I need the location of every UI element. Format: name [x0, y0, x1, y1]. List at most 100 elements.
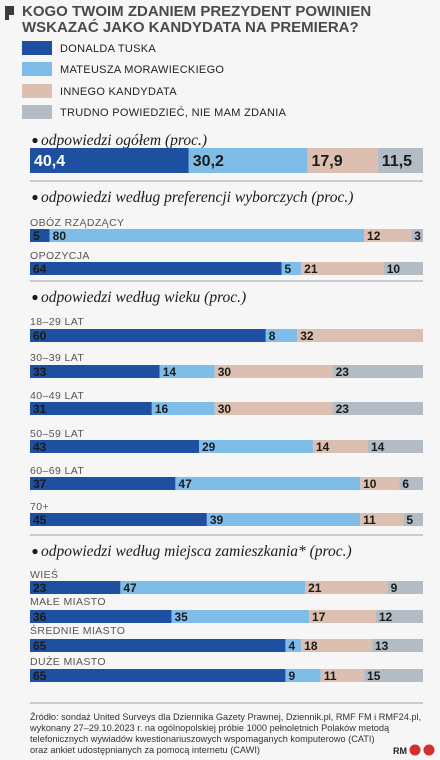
- legend-label: MATEUSZA MORAWIECKIEGO: [60, 64, 224, 76]
- data-label: 29: [202, 440, 216, 454]
- bar-segment: [411, 229, 423, 242]
- bar-segment: [312, 440, 368, 453]
- row-label: 18–29 LAT: [30, 316, 84, 328]
- bar-segment: [198, 440, 313, 453]
- bar-segment: [30, 477, 176, 490]
- data-label: 21: [308, 581, 322, 595]
- chart-title-line: KOGO TWOIM ZDANIEM PREZYDENT POWINIEN: [22, 3, 371, 20]
- bar-segment: [214, 402, 333, 415]
- data-label: 4: [288, 639, 295, 653]
- bar-segment: [387, 581, 423, 594]
- section-title: odpowiedzi ogółem (proc.): [41, 132, 207, 149]
- bar-segment: [281, 262, 302, 275]
- section-title: odpowiedzi według preferencji wyborczych…: [41, 189, 353, 206]
- bar-segment: [377, 148, 423, 173]
- publisher-icon: [423, 744, 435, 756]
- bar-segment: [175, 477, 361, 490]
- data-label: 14: [371, 440, 385, 454]
- row-label: WIEŚ: [30, 568, 58, 581]
- bar-segment: [399, 477, 423, 490]
- bar-segment: [360, 477, 400, 490]
- data-label: 14: [163, 365, 177, 379]
- legend-label: TRUDNO POWIEDZIEĆ, NIE MAM ZDANIA: [60, 106, 287, 119]
- data-label: 64: [33, 262, 47, 276]
- data-label: 23: [336, 402, 350, 416]
- bar-segment: [30, 262, 282, 275]
- data-label: 33: [33, 365, 47, 379]
- legend-swatch: [22, 41, 52, 55]
- legend-swatch: [22, 105, 52, 119]
- section-bullet: [32, 137, 38, 144]
- data-label: 13: [375, 639, 389, 653]
- data-label: 17: [312, 610, 326, 624]
- data-label: 80: [53, 229, 67, 243]
- data-label: 36: [33, 610, 47, 624]
- data-label: 45: [33, 513, 47, 527]
- bar-segment: [214, 365, 333, 378]
- bar-segment: [332, 402, 423, 415]
- data-label: 23: [336, 365, 350, 379]
- data-label: 18: [304, 639, 318, 653]
- data-label: 21: [304, 262, 318, 276]
- bar-segment: [30, 581, 121, 594]
- bar-segment: [30, 610, 172, 623]
- data-label: 30: [218, 402, 232, 416]
- data-label: 10: [387, 262, 401, 276]
- bar-segment: [285, 669, 321, 682]
- data-label: 47: [123, 581, 137, 595]
- section-title: odpowiedzi według miejsca zamieszkania* …: [41, 543, 352, 560]
- data-label: 11: [324, 669, 337, 683]
- data-label: 10: [363, 477, 377, 491]
- data-label: 65: [33, 639, 47, 653]
- bar-segment: [265, 329, 298, 342]
- bar-segment: [364, 669, 423, 682]
- data-label: 8: [269, 329, 276, 343]
- bar-segment: [151, 402, 215, 415]
- bar-segment: [30, 669, 286, 682]
- data-label: 9: [391, 581, 398, 595]
- legend-swatch: [22, 84, 52, 98]
- bar-segment: [309, 610, 376, 623]
- data-label: 12: [367, 229, 381, 243]
- bar-segment: [30, 365, 160, 378]
- data-label: 11,5: [382, 153, 412, 170]
- data-label: 40,4: [34, 153, 65, 170]
- legend-label: INNEGO KANDYDATA: [60, 86, 177, 98]
- row-label: DUŻE MIASTO: [30, 655, 106, 668]
- bar-segment: [367, 440, 423, 453]
- bar-segment: [30, 513, 207, 526]
- bar-segment: [30, 148, 189, 173]
- source-note: Źródło: sondaż United Surveys dla Dzienn…: [30, 712, 421, 722]
- bar-segment: [120, 581, 306, 594]
- bar-segment: [188, 148, 308, 173]
- row-label: 50–59 LAT: [30, 428, 84, 440]
- row-label: OBÓZ RZĄDZĄCY: [30, 216, 124, 229]
- data-label: 12: [379, 610, 393, 624]
- data-label: 30,2: [193, 153, 224, 170]
- section-bullet: [32, 548, 38, 555]
- row-label: 40–49 LAT: [30, 390, 84, 402]
- bar-segment: [206, 513, 361, 526]
- logo-text: RM: [393, 746, 407, 756]
- bar-segment: [320, 669, 365, 682]
- bar-segment: [297, 329, 423, 342]
- source-note: oraz ankiet udostępnianych za pomocą int…: [30, 745, 260, 755]
- legend-swatch: [22, 62, 52, 76]
- title-marker: [5, 6, 14, 15]
- bar-segment: [30, 329, 266, 342]
- bar-segment: [301, 639, 372, 652]
- row-label: 70+: [30, 501, 49, 513]
- data-label: 6: [402, 477, 409, 491]
- source-note: wykonany 27–29.10.2023 r. na ogólnopolsk…: [29, 723, 390, 733]
- section-title: odpowiedzi według wieku (proc.): [41, 289, 246, 306]
- data-label: 17,9: [311, 153, 342, 170]
- data-label: 31: [33, 402, 47, 416]
- bar-segment: [30, 229, 50, 242]
- data-label: 23: [33, 581, 47, 595]
- data-label: 9: [288, 669, 295, 683]
- data-label: 39: [210, 513, 224, 527]
- row-label: OPOZYCJA: [30, 250, 90, 262]
- bar-segment: [383, 262, 423, 275]
- row-label: 60–69 LAT: [30, 465, 84, 477]
